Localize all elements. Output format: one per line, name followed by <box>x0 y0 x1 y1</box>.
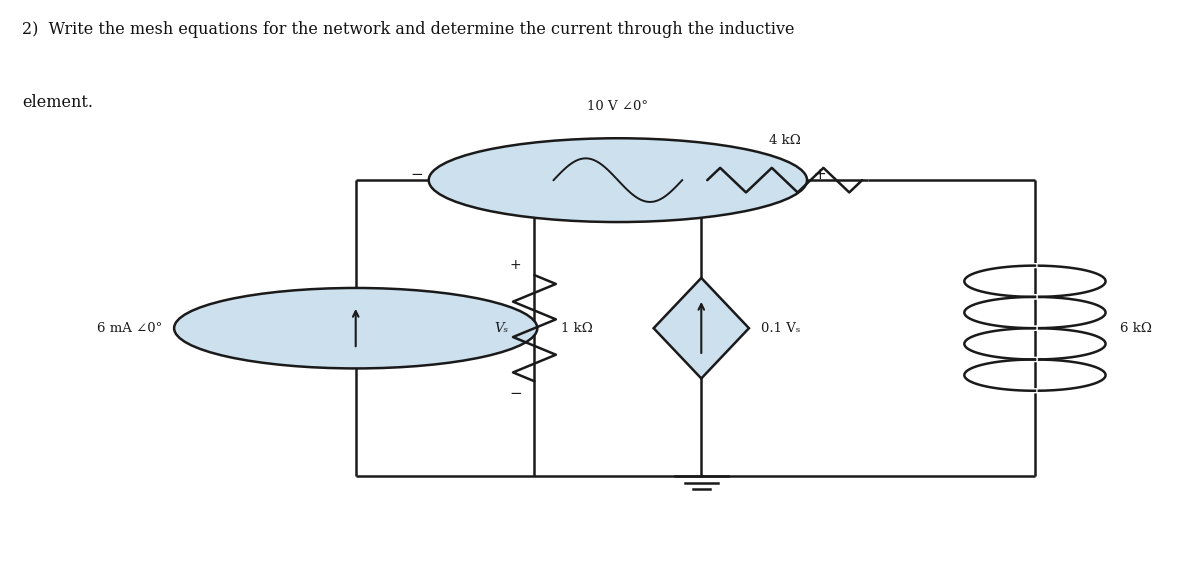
Text: 1 kΩ: 1 kΩ <box>560 321 593 335</box>
Text: +: + <box>510 258 521 272</box>
Ellipse shape <box>428 138 808 222</box>
Text: 10 V ∠0°: 10 V ∠0° <box>587 100 648 113</box>
Text: 6 mA ∠0°: 6 mA ∠0° <box>97 321 162 335</box>
Text: element.: element. <box>22 94 94 111</box>
Text: 6 kΩ: 6 kΩ <box>1120 321 1152 335</box>
Text: 2)  Write the mesh equations for the network and determine the current through t: 2) Write the mesh equations for the netw… <box>22 21 794 38</box>
Text: Vₛ: Vₛ <box>494 321 509 335</box>
Text: −: − <box>410 167 422 182</box>
Polygon shape <box>654 278 749 379</box>
Ellipse shape <box>174 288 538 369</box>
Text: 0.1 Vₛ: 0.1 Vₛ <box>761 321 800 335</box>
Text: −: − <box>509 386 522 401</box>
Text: +: + <box>812 167 826 182</box>
Text: 4 kΩ: 4 kΩ <box>769 134 800 147</box>
